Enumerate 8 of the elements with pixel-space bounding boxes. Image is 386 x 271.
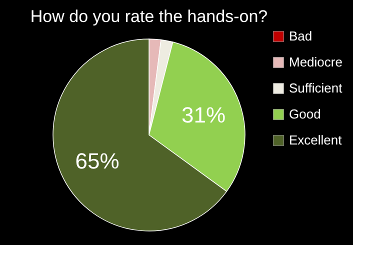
legend-label: Good <box>289 106 321 122</box>
legend-label: Excellent <box>289 132 342 148</box>
data-label: 65% <box>75 148 120 174</box>
legend-label: Bad <box>289 28 312 44</box>
legend-label: Sufficient <box>289 80 343 96</box>
legend-label: Mediocre <box>289 54 342 70</box>
data-label: 31% <box>182 102 226 128</box>
chart-title: How do you rate the hands-on? <box>30 7 268 26</box>
